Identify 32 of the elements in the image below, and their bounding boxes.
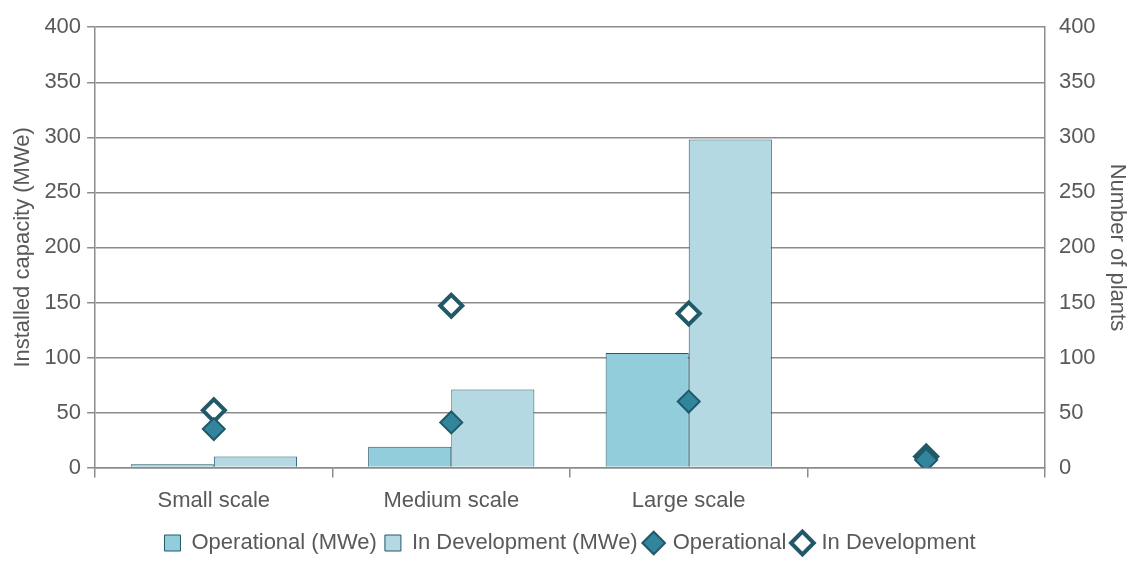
y-tick-label: 300 — [44, 123, 82, 149]
y2-axis-title: Number of plants — [1105, 163, 1131, 332]
y-axis-title: Installed capacity (MWe) — [9, 127, 35, 368]
legend-label: In Development (MWe) — [411, 529, 638, 555]
y-tick-label: 200 — [44, 233, 82, 259]
y2-tick-label: 300 — [1058, 123, 1096, 149]
x-tick-label: Large scale — [631, 486, 746, 512]
point — [438, 292, 465, 319]
y2-tick-label: 250 — [1058, 178, 1096, 204]
y-tick-label: 150 — [44, 288, 82, 314]
y2-tick-label: 0 — [1058, 453, 1072, 479]
point — [676, 389, 701, 414]
y2-tick-label: 50 — [1058, 398, 1084, 424]
y-tick-label: 50 — [56, 398, 82, 424]
y-tick-label: 100 — [44, 343, 82, 369]
point — [439, 410, 464, 435]
x-tick-label: Medium scale — [383, 486, 520, 512]
x-tick-label: Small scale — [157, 486, 271, 512]
y2-tick-label: 350 — [1058, 68, 1096, 94]
y2-tick-label: 200 — [1058, 233, 1096, 259]
y-tick-label: 350 — [44, 68, 82, 94]
y-tick-label: 0 — [68, 453, 82, 479]
y-tick-label: 400 — [44, 13, 82, 39]
point — [675, 300, 702, 327]
y2-tick-label: 100 — [1058, 343, 1096, 369]
legend-label: Operational (MWe) — [191, 529, 377, 555]
point — [201, 417, 226, 442]
legend-label: Operational — [672, 529, 787, 555]
y-tick-label: 250 — [44, 178, 82, 204]
y2-tick-label: 150 — [1058, 288, 1096, 314]
legend-label: In Development — [821, 529, 976, 555]
y2-tick-label: 400 — [1058, 13, 1096, 39]
